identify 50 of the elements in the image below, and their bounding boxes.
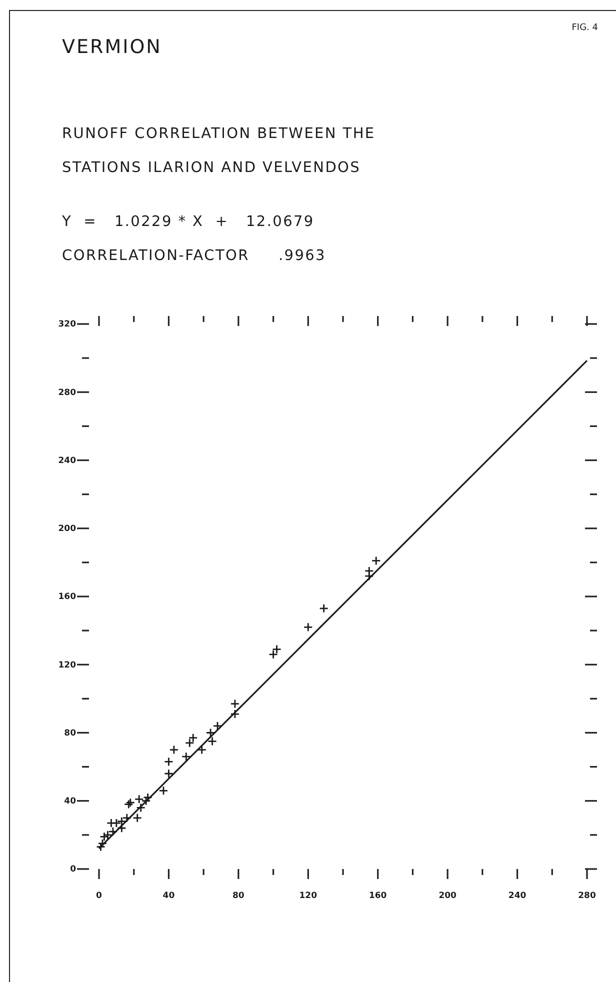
- x-tick-label: 160: [368, 891, 387, 902]
- point: [100, 832, 109, 842]
- point: [206, 728, 216, 738]
- point: [122, 813, 132, 823]
- y-tick-label: 120: [58, 660, 76, 670]
- x-tick-label: 40: [162, 891, 175, 902]
- x-tick-label: 0: [96, 891, 102, 902]
- point: [364, 566, 374, 576]
- point: [164, 768, 174, 778]
- text: CORRELATION-FACTOR .9963: [62, 248, 326, 264]
- point: [169, 745, 179, 754]
- point: [188, 733, 198, 743]
- point: [272, 644, 282, 654]
- x-tick-label: 120: [299, 891, 318, 902]
- x-tick-label: 80: [232, 891, 244, 902]
- point: [134, 794, 144, 804]
- point: [319, 604, 329, 614]
- y-tick-label: 40: [64, 796, 76, 807]
- point: [103, 830, 112, 840]
- y-tick-label: 160: [58, 592, 76, 602]
- point: [132, 813, 142, 823]
- point: [268, 650, 278, 660]
- point: [303, 622, 313, 632]
- text: RUNOFF CORRELATION BETWEEN THE STATIONS ILARION AND VELVENDOS: [62, 126, 376, 176]
- point: [136, 802, 146, 812]
- point: [230, 709, 240, 719]
- point: [212, 721, 222, 731]
- point: [108, 826, 118, 836]
- chart-title: VERMION: [62, 36, 162, 58]
- y-tick-label: 280: [58, 388, 76, 398]
- y-tick-label: 240: [58, 456, 76, 466]
- point: [158, 786, 168, 796]
- point: [371, 556, 381, 566]
- point: [184, 738, 194, 748]
- text: Y = 1.0229 * X + 12.0679: [61, 214, 314, 230]
- caption: FIG. 4: [572, 23, 598, 33]
- point: [181, 752, 191, 762]
- point: [197, 745, 207, 754]
- point: [208, 736, 217, 746]
- point: [116, 816, 126, 826]
- y-tick-label: 80: [64, 728, 76, 738]
- point: [164, 757, 174, 766]
- y-tick-label: 200: [58, 524, 76, 534]
- point: [230, 699, 240, 708]
- point: [141, 796, 151, 806]
- x-tick-label: 280: [578, 891, 596, 902]
- x-tick-label: 240: [508, 891, 526, 902]
- y-tick-label: 0: [70, 864, 76, 875]
- x-tick-label: 200: [438, 891, 457, 902]
- y-tick-label: 320: [58, 320, 76, 330]
